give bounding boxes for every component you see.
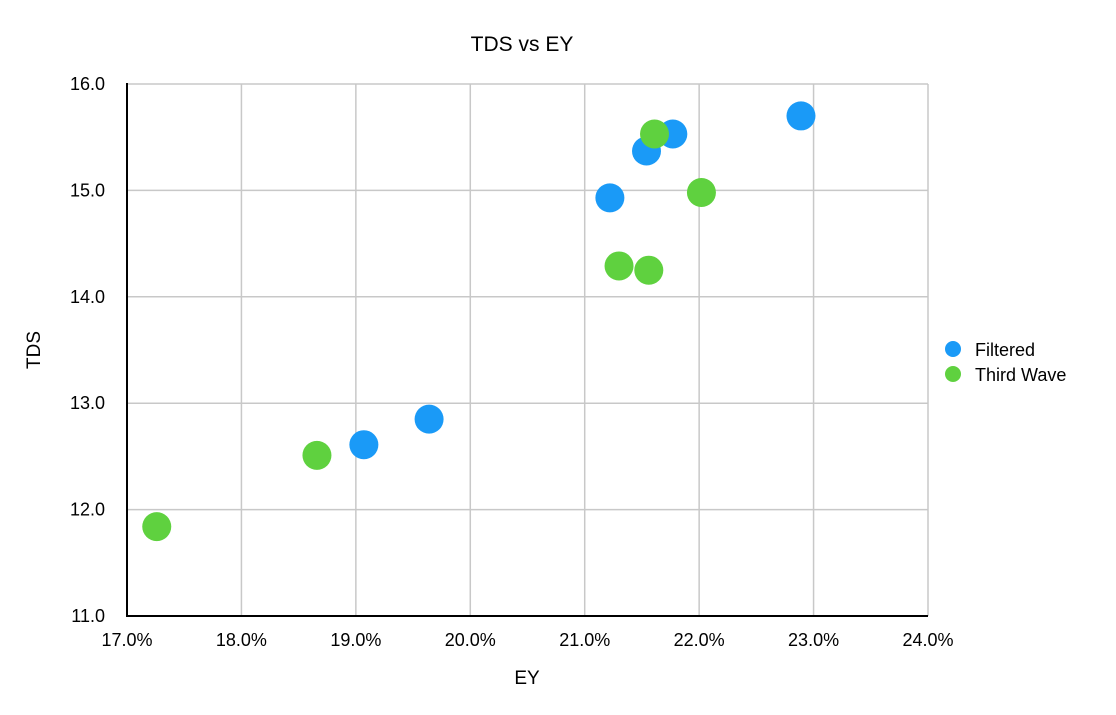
data-point [142,512,172,542]
series-filtered [349,101,816,460]
y-axis-title: TDS [24,331,45,369]
x-tick-label: 17.0% [101,630,152,650]
data-point [634,255,664,285]
y-tick-label: 12.0 [70,500,105,520]
y-tick-label: 11.0 [71,606,105,626]
y-tick-label: 15.0 [70,180,105,200]
x-tick-label: 23.0% [788,630,839,650]
legend: Filtered Third Wave [945,340,1066,385]
series-third-wave [142,119,716,542]
x-tick-label: 19.0% [330,630,381,650]
grid [127,83,929,616]
legend-label: Filtered [975,340,1035,360]
data-point [349,430,379,460]
y-tick-label: 16.0 [70,74,105,94]
x-tick-label: 20.0% [445,630,496,650]
legend-label: Third Wave [975,365,1066,385]
y-tick-label: 13.0 [70,393,105,413]
data-points [142,101,816,542]
data-point [604,251,634,281]
y-tick-labels: 11.0 12.0 13.0 14.0 15.0 16.0 [70,74,105,626]
data-point [686,178,716,208]
data-point [302,440,332,470]
data-point [595,183,625,213]
y-tick-label: 14.0 [70,287,105,307]
data-point [414,404,444,434]
legend-marker [945,366,961,382]
chart-title: TDS vs EY [471,33,574,56]
x-tick-label: 22.0% [674,630,725,650]
data-point [786,101,816,131]
x-tick-label: 24.0% [902,630,953,650]
data-point [640,119,670,149]
x-tick-label: 18.0% [216,630,267,650]
x-tick-labels: 17.0% 18.0% 19.0% 20.0% 21.0% 22.0% 23.0% 24.0% [101,630,953,650]
x-axis-title: EY [514,668,540,689]
x-tick-label: 21.0% [559,630,610,650]
legend-marker [945,341,961,357]
